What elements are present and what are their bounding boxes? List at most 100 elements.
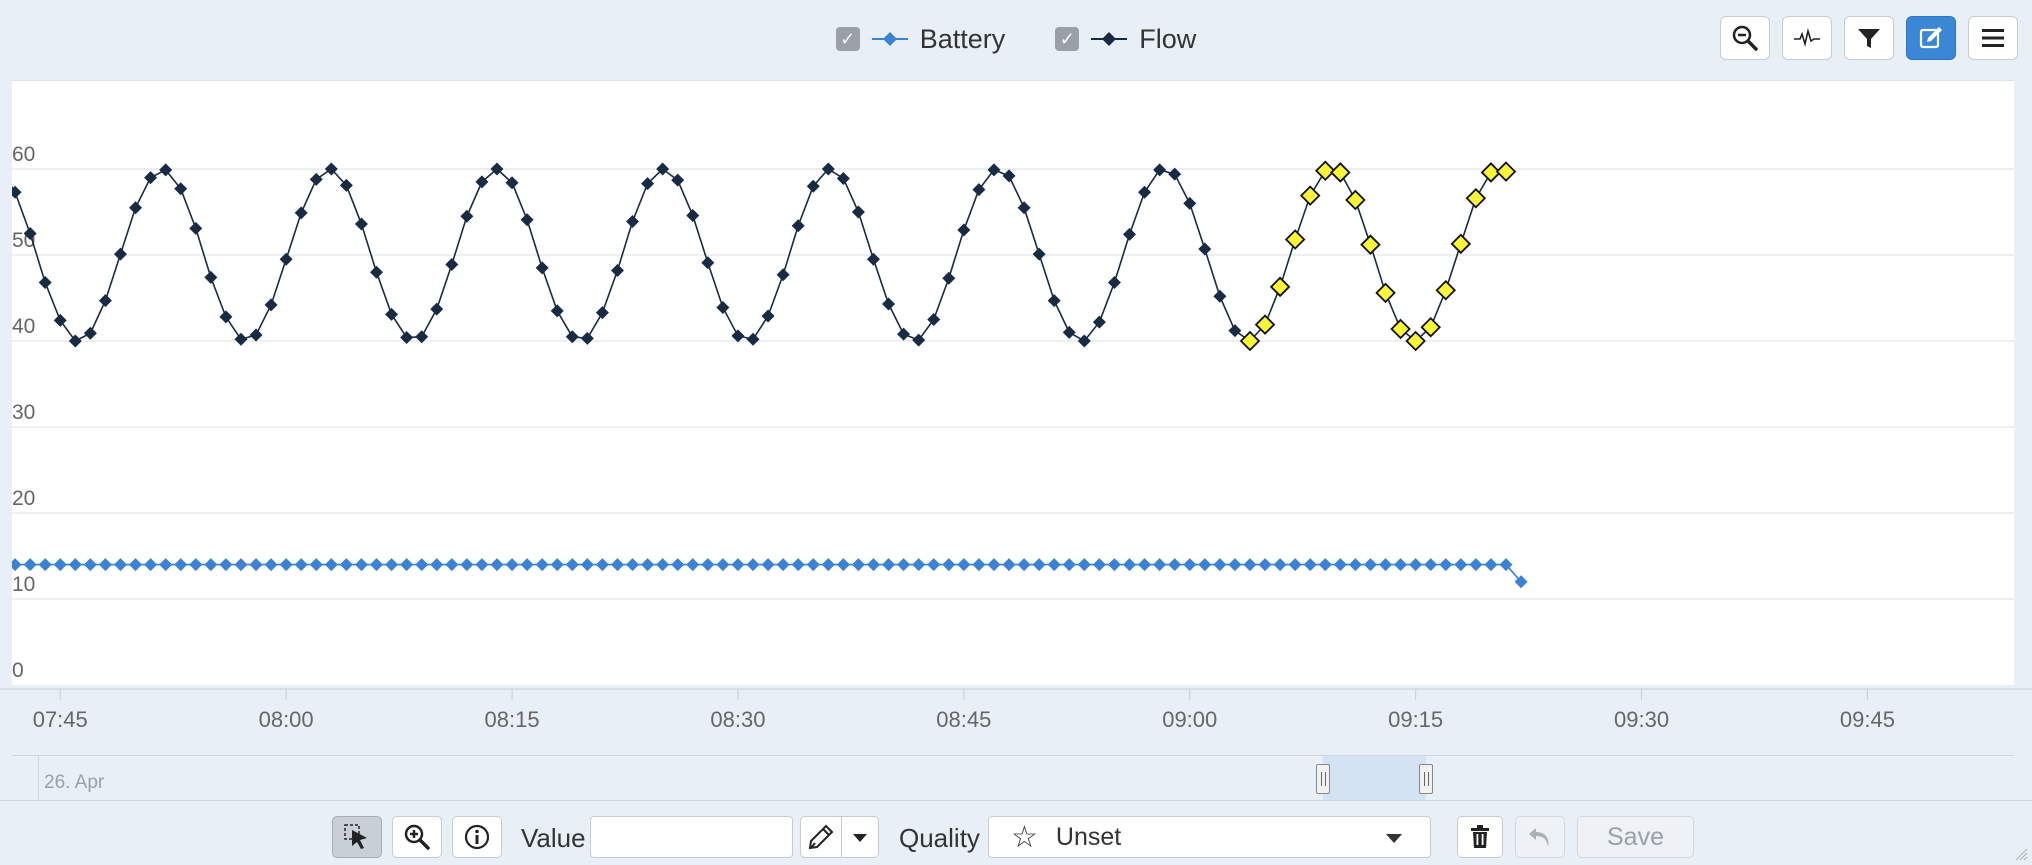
battery-point[interactable] — [83, 558, 97, 572]
flow-point[interactable] — [1138, 185, 1152, 199]
battery-point[interactable] — [641, 558, 655, 572]
flow-point[interactable] — [595, 306, 609, 320]
flow-point[interactable] — [776, 268, 790, 282]
battery-point[interactable] — [626, 558, 640, 572]
flow-point[interactable] — [746, 332, 760, 346]
flow-point[interactable] — [565, 330, 579, 344]
flow-point[interactable] — [68, 334, 82, 348]
battery-point[interactable] — [1077, 558, 1091, 572]
menu-button[interactable] — [1968, 16, 2018, 60]
navigator[interactable]: 26. Apr — [12, 755, 2014, 800]
flow-point[interactable] — [791, 219, 805, 233]
plot-area[interactable]: 0 10 20 30 40 50 60 — [12, 80, 2014, 685]
battery-point[interactable] — [912, 558, 926, 572]
battery-point[interactable] — [339, 558, 353, 572]
navigator-handle-right[interactable] — [1419, 764, 1433, 794]
flow-point[interactable] — [851, 205, 865, 219]
pencil-options-dropdown[interactable] — [841, 816, 879, 858]
battery-point[interactable] — [370, 558, 383, 572]
battery-point[interactable] — [385, 558, 399, 572]
battery-point[interactable] — [1303, 558, 1317, 572]
battery-point[interactable] — [234, 558, 248, 572]
battery-point[interactable] — [550, 558, 564, 572]
flow-point[interactable] — [897, 327, 911, 341]
pencil-button[interactable] — [800, 816, 842, 858]
delete-button[interactable] — [1457, 816, 1503, 858]
battery-point[interactable] — [806, 558, 820, 572]
battery-point[interactable] — [1183, 558, 1197, 572]
battery-point[interactable] — [595, 558, 609, 572]
flow-point[interactable] — [1017, 201, 1031, 215]
battery-point[interactable] — [1243, 558, 1257, 572]
battery-point[interactable] — [445, 558, 459, 572]
flow-point[interactable] — [1107, 276, 1121, 290]
battery-point[interactable] — [610, 558, 624, 572]
battery-point[interactable] — [851, 558, 865, 572]
flow-point[interactable] — [686, 208, 700, 222]
battery-point[interactable] — [159, 558, 173, 572]
flow-selected-point[interactable] — [1405, 330, 1426, 352]
battery-point[interactable] — [565, 558, 579, 572]
battery-point[interactable] — [1379, 558, 1393, 572]
battery-point[interactable] — [1213, 558, 1227, 572]
battery-point[interactable] — [1469, 558, 1483, 572]
flow-selected-point[interactable] — [1450, 233, 1472, 255]
battery-point[interactable] — [671, 558, 685, 572]
battery-point[interactable] — [279, 558, 293, 572]
flow-point[interactable] — [1002, 169, 1016, 183]
flow-point[interactable] — [354, 217, 368, 231]
flow-point[interactable] — [98, 294, 112, 308]
battery-point[interactable] — [701, 558, 715, 572]
battery-point[interactable] — [1439, 558, 1453, 572]
flow-selected-point[interactable] — [1299, 185, 1321, 206]
battery-point[interactable] — [1138, 558, 1152, 572]
battery-point[interactable] — [1363, 558, 1377, 572]
flow-selected-point[interactable] — [1254, 314, 1276, 335]
battery-point[interactable] — [580, 558, 594, 572]
flow-point[interactable] — [671, 173, 685, 187]
battery-point[interactable] — [535, 558, 549, 572]
flow-selected-point[interactable] — [1480, 162, 1502, 183]
flow-point[interactable] — [189, 221, 203, 235]
undo-button[interactable] — [1515, 816, 1565, 858]
battery-point[interactable] — [1092, 558, 1106, 572]
battery-point[interactable] — [264, 558, 278, 572]
quality-select[interactable]: ☆ Unset — [988, 816, 1431, 858]
battery-point[interactable] — [324, 558, 338, 572]
flow-point[interactable] — [204, 270, 218, 284]
flow-point[interactable] — [53, 313, 67, 327]
battery-point[interactable] — [1032, 558, 1046, 572]
flow-selected-point[interactable] — [1345, 189, 1366, 211]
save-button[interactable]: Save — [1577, 816, 1694, 858]
flow-point[interactable] — [656, 162, 670, 176]
flow-selected-point[interactable] — [1269, 276, 1291, 298]
flow-selected-point[interactable] — [1495, 161, 1517, 182]
flow-selected-point[interactable] — [1360, 234, 1381, 255]
flow-point[interactable] — [1168, 167, 1182, 181]
battery-point[interactable] — [882, 558, 896, 572]
battery-point[interactable] — [1107, 558, 1121, 572]
edit-button[interactable] — [1906, 16, 1956, 60]
waveform-button[interactable] — [1782, 16, 1832, 60]
flow-point[interactable] — [927, 313, 941, 326]
flow-point[interactable] — [129, 201, 143, 215]
flow-point[interactable] — [430, 302, 444, 316]
flow-point[interactable] — [1153, 163, 1167, 177]
battery-point[interactable] — [821, 558, 835, 572]
battery-point[interactable] — [972, 558, 986, 572]
battery-point[interactable] — [113, 558, 127, 572]
battery-point[interactable] — [1273, 558, 1287, 572]
battery-point[interactable] — [1228, 558, 1242, 572]
flow-selected-point[interactable] — [1465, 187, 1487, 209]
flow-point[interactable] — [159, 163, 173, 177]
flow-point[interactable] — [174, 182, 188, 196]
battery-point[interactable] — [1348, 558, 1362, 572]
flow-point[interactable] — [1047, 294, 1061, 308]
battery-point[interactable] — [174, 558, 188, 572]
battery-point[interactable] — [400, 558, 414, 572]
filter-button[interactable] — [1844, 16, 1894, 60]
battery-point[interactable] — [761, 558, 775, 572]
battery-point[interactable] — [1499, 558, 1513, 572]
flow-point[interactable] — [1198, 242, 1212, 256]
battery-point[interactable] — [1454, 558, 1468, 572]
